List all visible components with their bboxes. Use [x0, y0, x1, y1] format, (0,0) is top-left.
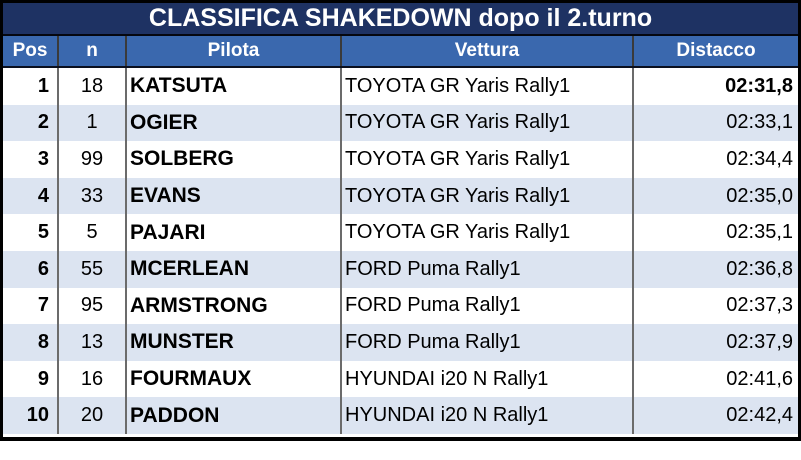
time-gap-cell: 02:33,1 — [632, 104, 798, 142]
table-row: 4 33 EVANS TOYOTA GR Yaris Rally1 02:35,… — [3, 177, 798, 215]
table-row: 9 16 FOURMAUX HYUNDAI i20 N Rally1 02:41… — [3, 360, 798, 398]
classification-table: CLASSIFICA SHAKEDOWN dopo il 2.turno Pos… — [0, 0, 801, 441]
car-cell: TOYOTA GR Yaris Rally1 — [340, 141, 632, 178]
car-cell: TOYOTA GR Yaris Rally1 — [340, 214, 632, 251]
bottom-whitespace — [0, 441, 801, 460]
driver-cell: EVANS — [125, 177, 340, 215]
column-header-n: n — [57, 36, 125, 66]
car-cell: HYUNDAI i20 N Rally1 — [340, 360, 632, 398]
car-number-cell: 5 — [57, 214, 125, 251]
car-cell: FORD Puma Rally1 — [340, 324, 632, 361]
car-number-cell: 20 — [57, 397, 125, 434]
table-row: 5 5 PAJARI TOYOTA GR Yaris Rally1 02:35,… — [3, 214, 798, 251]
position-cell: 8 — [37, 330, 49, 353]
table-row: 8 13 MUNSTER FORD Puma Rally1 02:37,9 — [3, 324, 798, 361]
position-cell: 2 — [37, 111, 49, 134]
car-number-cell: 95 — [57, 287, 125, 325]
column-header-vettura: Vettura — [340, 36, 632, 66]
table-header-row: Pos n Pilota Vettura Distacco — [3, 36, 798, 68]
driver-cell: MUNSTER — [125, 324, 340, 361]
position-cell: 1 — [37, 74, 49, 97]
time-gap-cell: 02:41,6 — [632, 360, 798, 398]
time-gap-cell: 02:31,8 — [632, 68, 798, 105]
car-number-cell: 33 — [57, 177, 125, 215]
position-cell: 7 — [37, 294, 49, 317]
car-number-cell: 55 — [57, 250, 125, 288]
time-gap-cell: 02:34,4 — [632, 141, 798, 178]
table-row: 3 99 SOLBERG TOYOTA GR Yaris Rally1 02:3… — [3, 141, 798, 178]
car-cell: FORD Puma Rally1 — [340, 250, 632, 288]
driver-cell: FOURMAUX — [125, 360, 340, 398]
time-gap-cell: 02:35,1 — [632, 214, 798, 251]
driver-cell: MCERLEAN — [125, 250, 340, 288]
driver-cell: OGIER — [125, 104, 340, 142]
car-number-cell: 16 — [57, 360, 125, 398]
table-row: 1 18 KATSUTA TOYOTA GR Yaris Rally1 02:3… — [3, 68, 798, 105]
car-number-cell: 1 — [57, 104, 125, 142]
position-cell: 4 — [37, 184, 49, 207]
table-row: 10 20 PADDON HYUNDAI i20 N Rally1 02:42,… — [3, 397, 798, 434]
car-cell: HYUNDAI i20 N Rally1 — [340, 397, 632, 434]
car-number-cell: 18 — [57, 68, 125, 105]
time-gap-cell: 02:37,3 — [632, 287, 798, 325]
position-cell: 6 — [37, 257, 49, 280]
column-header-pos: Pos — [12, 40, 48, 61]
time-gap-cell: 02:35,0 — [632, 177, 798, 215]
position-cell: 10 — [26, 404, 49, 427]
driver-cell: PADDON — [125, 397, 340, 434]
position-cell: 3 — [37, 147, 49, 170]
car-number-cell: 13 — [57, 324, 125, 361]
column-header-pilota: Pilota — [125, 36, 340, 66]
position-cell: 9 — [37, 367, 49, 390]
driver-cell: ARMSTRONG — [125, 287, 340, 325]
table-title: CLASSIFICA SHAKEDOWN dopo il 2.turno — [3, 3, 798, 36]
car-cell: FORD Puma Rally1 — [340, 287, 632, 325]
position-cell: 5 — [37, 221, 49, 244]
time-gap-cell: 02:36,8 — [632, 250, 798, 288]
time-gap-cell: 02:42,4 — [632, 397, 798, 434]
table-body: 1 18 KATSUTA TOYOTA GR Yaris Rally1 02:3… — [3, 68, 798, 437]
driver-cell: KATSUTA — [125, 68, 340, 105]
table-row: 2 1 OGIER TOYOTA GR Yaris Rally1 02:33,1 — [3, 104, 798, 142]
table-row: 6 55 MCERLEAN FORD Puma Rally1 02:36,8 — [3, 250, 798, 288]
table-row: 7 95 ARMSTRONG FORD Puma Rally1 02:37,3 — [3, 287, 798, 325]
column-header-distacco: Distacco — [632, 36, 798, 66]
driver-cell: PAJARI — [125, 214, 340, 251]
car-cell: TOYOTA GR Yaris Rally1 — [340, 68, 632, 105]
car-number-cell: 99 — [57, 141, 125, 178]
time-gap-cell: 02:37,9 — [632, 324, 798, 361]
car-cell: TOYOTA GR Yaris Rally1 — [340, 104, 632, 142]
car-cell: TOYOTA GR Yaris Rally1 — [340, 177, 632, 215]
driver-cell: SOLBERG — [125, 141, 340, 178]
